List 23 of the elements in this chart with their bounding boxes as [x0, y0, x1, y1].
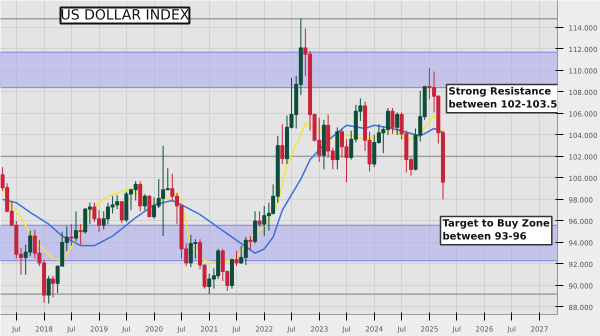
- candlestick: [280, 124, 284, 164]
- candlestick: [258, 210, 262, 227]
- annotation: Target to Buy Zone between 93-96: [442, 218, 550, 243]
- candlestick: [395, 112, 400, 136]
- candlestick: [193, 238, 198, 260]
- candlestick: [50, 275, 55, 298]
- candlestick: [74, 210, 78, 242]
- candlestick: [234, 250, 239, 267]
- candlestick: [147, 194, 152, 218]
- candlestick: [248, 236, 252, 250]
- candlestick: [253, 210, 258, 244]
- candlestick: [102, 210, 106, 230]
- candlestick: [152, 196, 156, 220]
- annotation: Strong Resistance between 102-103.5: [448, 86, 558, 111]
- candlestick: [69, 224, 74, 246]
- candlestick: [142, 194, 147, 211]
- candlestick: [390, 108, 394, 134]
- candlestick: [120, 201, 124, 224]
- text: US DOLLAR INDEX: [60, 8, 190, 24]
- candlestick: [386, 108, 390, 136]
- candlestick: [46, 275, 51, 304]
- candlestick: [78, 224, 83, 246]
- candlestick: [138, 180, 142, 212]
